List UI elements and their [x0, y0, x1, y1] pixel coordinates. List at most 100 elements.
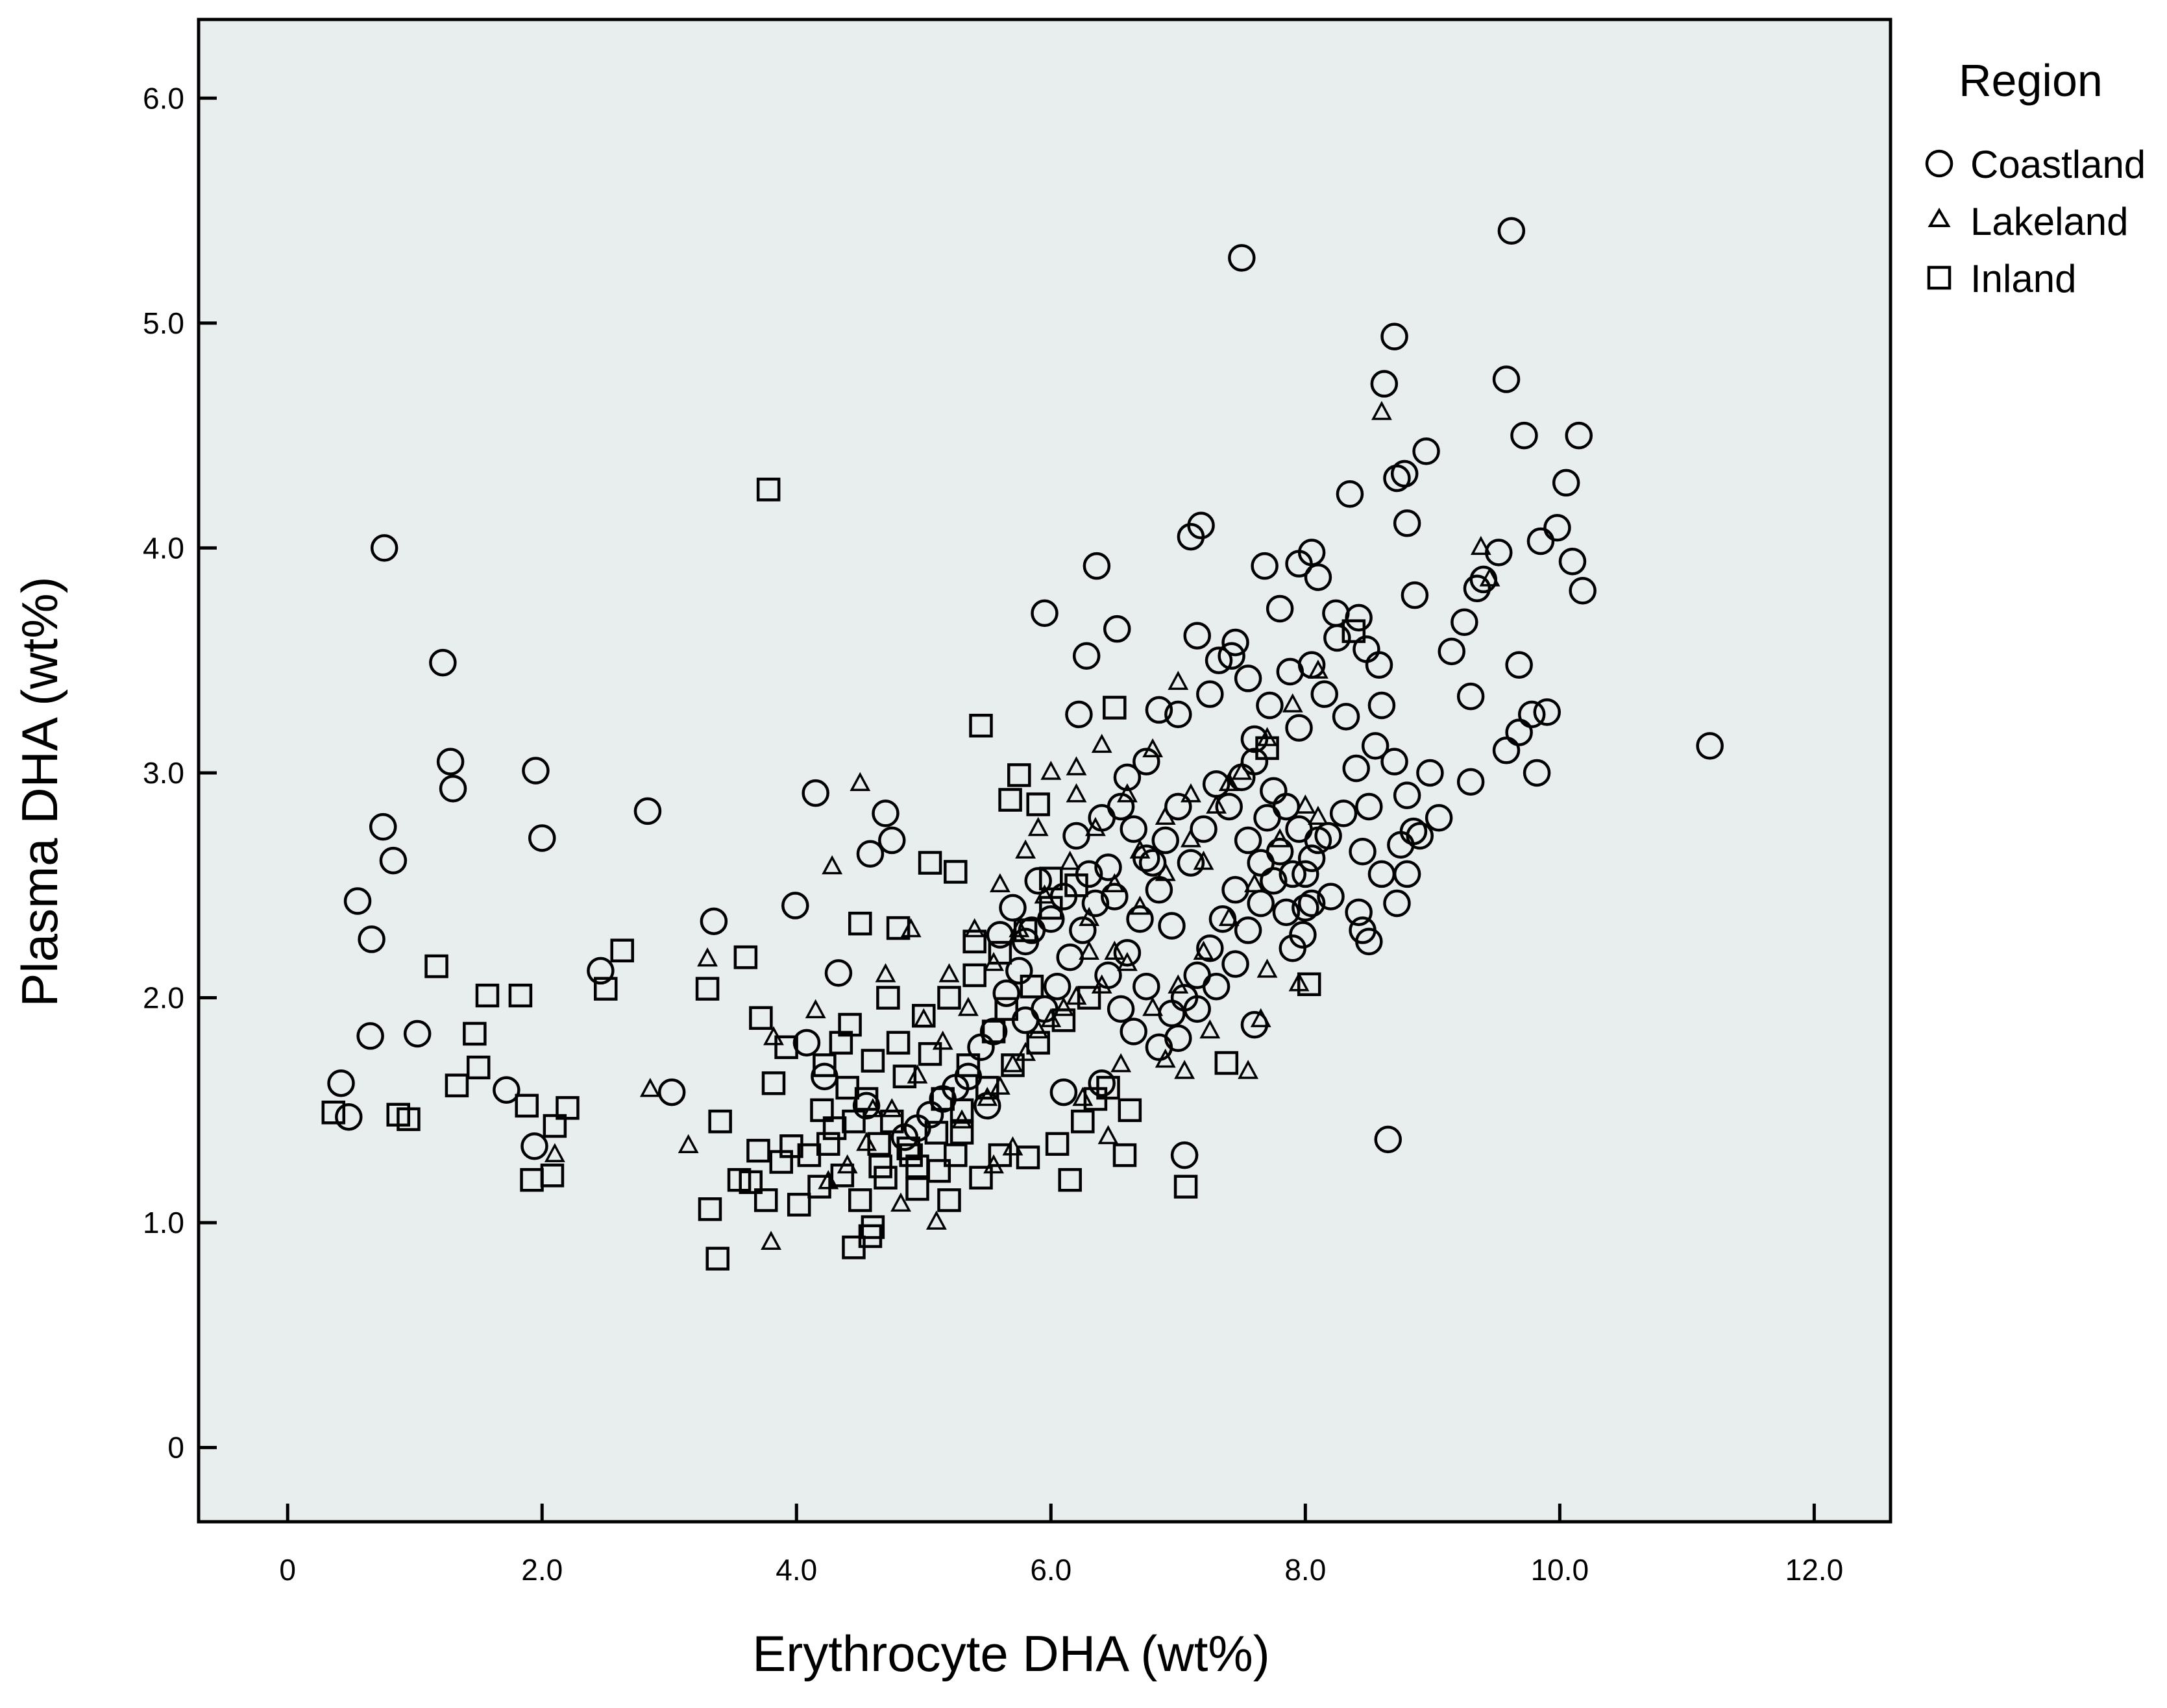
point-coastland: [587, 957, 615, 985]
point-inland: [787, 1193, 811, 1217]
legend-label-lakeland: Lakeland: [1970, 200, 2129, 243]
legend-entry-inland: Inland: [1927, 257, 2076, 300]
point-lakeland: [932, 1031, 953, 1050]
point-coastland: [1228, 244, 1256, 272]
point-coastland: [1349, 916, 1377, 944]
point-coastland: [1383, 889, 1411, 918]
point-coastland: [1349, 838, 1377, 866]
point-inland: [1020, 974, 1044, 999]
point-coastland: [528, 824, 556, 852]
point-coastland: [1380, 748, 1408, 775]
point-coastland: [1374, 1125, 1402, 1154]
point-inland: [733, 945, 758, 970]
point-lakeland: [1282, 693, 1303, 713]
point-inland: [508, 983, 533, 1008]
x-tick-label: 2.0: [521, 1553, 563, 1587]
point-lakeland: [1206, 794, 1227, 814]
point-inland: [861, 1049, 885, 1073]
point-lakeland: [1168, 974, 1189, 994]
legend-entry-lakeland: Lakeland: [1928, 200, 2129, 243]
point-lakeland: [989, 873, 1010, 892]
point-lakeland: [989, 1075, 1010, 1095]
point-lakeland: [957, 997, 979, 1016]
point-lakeland: [697, 947, 718, 967]
point-inland: [321, 1101, 346, 1125]
point-coastland: [1505, 651, 1533, 679]
point-inland: [994, 997, 1018, 1021]
point-lakeland: [925, 1210, 947, 1230]
point-coastland: [1401, 581, 1429, 609]
point-inland: [1297, 972, 1321, 996]
point-inland: [543, 1114, 567, 1138]
point-lakeland: [1129, 896, 1151, 915]
point-lakeland: [881, 1098, 903, 1117]
point-lakeland: [1238, 1060, 1259, 1079]
point-inland: [749, 1006, 773, 1030]
point-coastland: [1565, 421, 1593, 450]
point-coastland: [1260, 777, 1288, 805]
point-inland: [1103, 696, 1127, 720]
point-inland: [1026, 792, 1050, 816]
point-inland: [1077, 986, 1101, 1010]
point-coastland: [1323, 624, 1351, 652]
point-lakeland: [1040, 761, 1062, 780]
point-lakeland: [1091, 974, 1112, 994]
point-coastland: [633, 797, 662, 825]
point-inland: [854, 1087, 879, 1111]
point-coastland: [439, 774, 467, 803]
point-coastland: [1342, 754, 1370, 783]
point-inland: [556, 1096, 580, 1120]
point-coastland: [1517, 700, 1546, 729]
point-lakeland: [1066, 756, 1087, 775]
point-coastland: [1492, 737, 1521, 764]
point-coastland: [1304, 826, 1332, 855]
point-inland: [397, 1107, 421, 1131]
point-coastland: [1485, 539, 1513, 567]
point-coastland: [1103, 615, 1131, 643]
point-lakeland: [1307, 805, 1328, 825]
point-coastland: [1552, 469, 1580, 497]
plot-area: [197, 18, 1892, 1524]
point-inland: [842, 1109, 866, 1134]
point-coastland: [999, 894, 1027, 922]
point-inland: [829, 1031, 853, 1055]
point-inland: [956, 1053, 981, 1077]
point-lakeland: [1066, 783, 1087, 803]
x-tick-label: 10.0: [1531, 1553, 1589, 1587]
point-coastland: [1083, 552, 1111, 580]
point-inland: [848, 911, 872, 936]
point-inland: [593, 977, 618, 1001]
point-inland: [813, 1053, 837, 1077]
point-coastland: [1240, 1010, 1269, 1039]
point-lakeland: [890, 1192, 911, 1212]
y-tick-label: 5.0: [143, 306, 184, 340]
point-lakeland: [1168, 670, 1189, 690]
point-inland: [810, 1098, 834, 1123]
legend-square-marker: [1927, 265, 1952, 290]
point-coastland: [493, 1076, 520, 1104]
point-coastland: [1234, 665, 1262, 692]
point-lakeland: [1193, 850, 1214, 870]
point-inland: [962, 963, 986, 988]
point-lakeland: [1218, 772, 1240, 792]
point-inland: [918, 1042, 942, 1066]
point-coastland: [1221, 628, 1249, 657]
point-lakeland: [1040, 1008, 1062, 1027]
y-tick-label: 3.0: [143, 756, 184, 790]
point-coastland: [1367, 860, 1396, 888]
point-coastland: [1332, 703, 1360, 731]
point-coastland: [1317, 883, 1345, 910]
point-lakeland: [1084, 816, 1106, 836]
x-axis-title: Erythrocyte DHA (wt%): [752, 1625, 1269, 1682]
point-inland: [1051, 1008, 1076, 1032]
point-coastland: [1272, 898, 1301, 927]
point-coastland: [1285, 714, 1313, 742]
point-coastland: [369, 812, 397, 841]
point-inland: [975, 1075, 999, 1100]
point-coastland: [1266, 838, 1294, 866]
point-lakeland: [1307, 659, 1328, 679]
point-lakeland: [1174, 1060, 1195, 1079]
point-coastland: [1024, 867, 1052, 895]
point-coastland: [1365, 651, 1393, 679]
point-inland: [944, 1143, 968, 1167]
